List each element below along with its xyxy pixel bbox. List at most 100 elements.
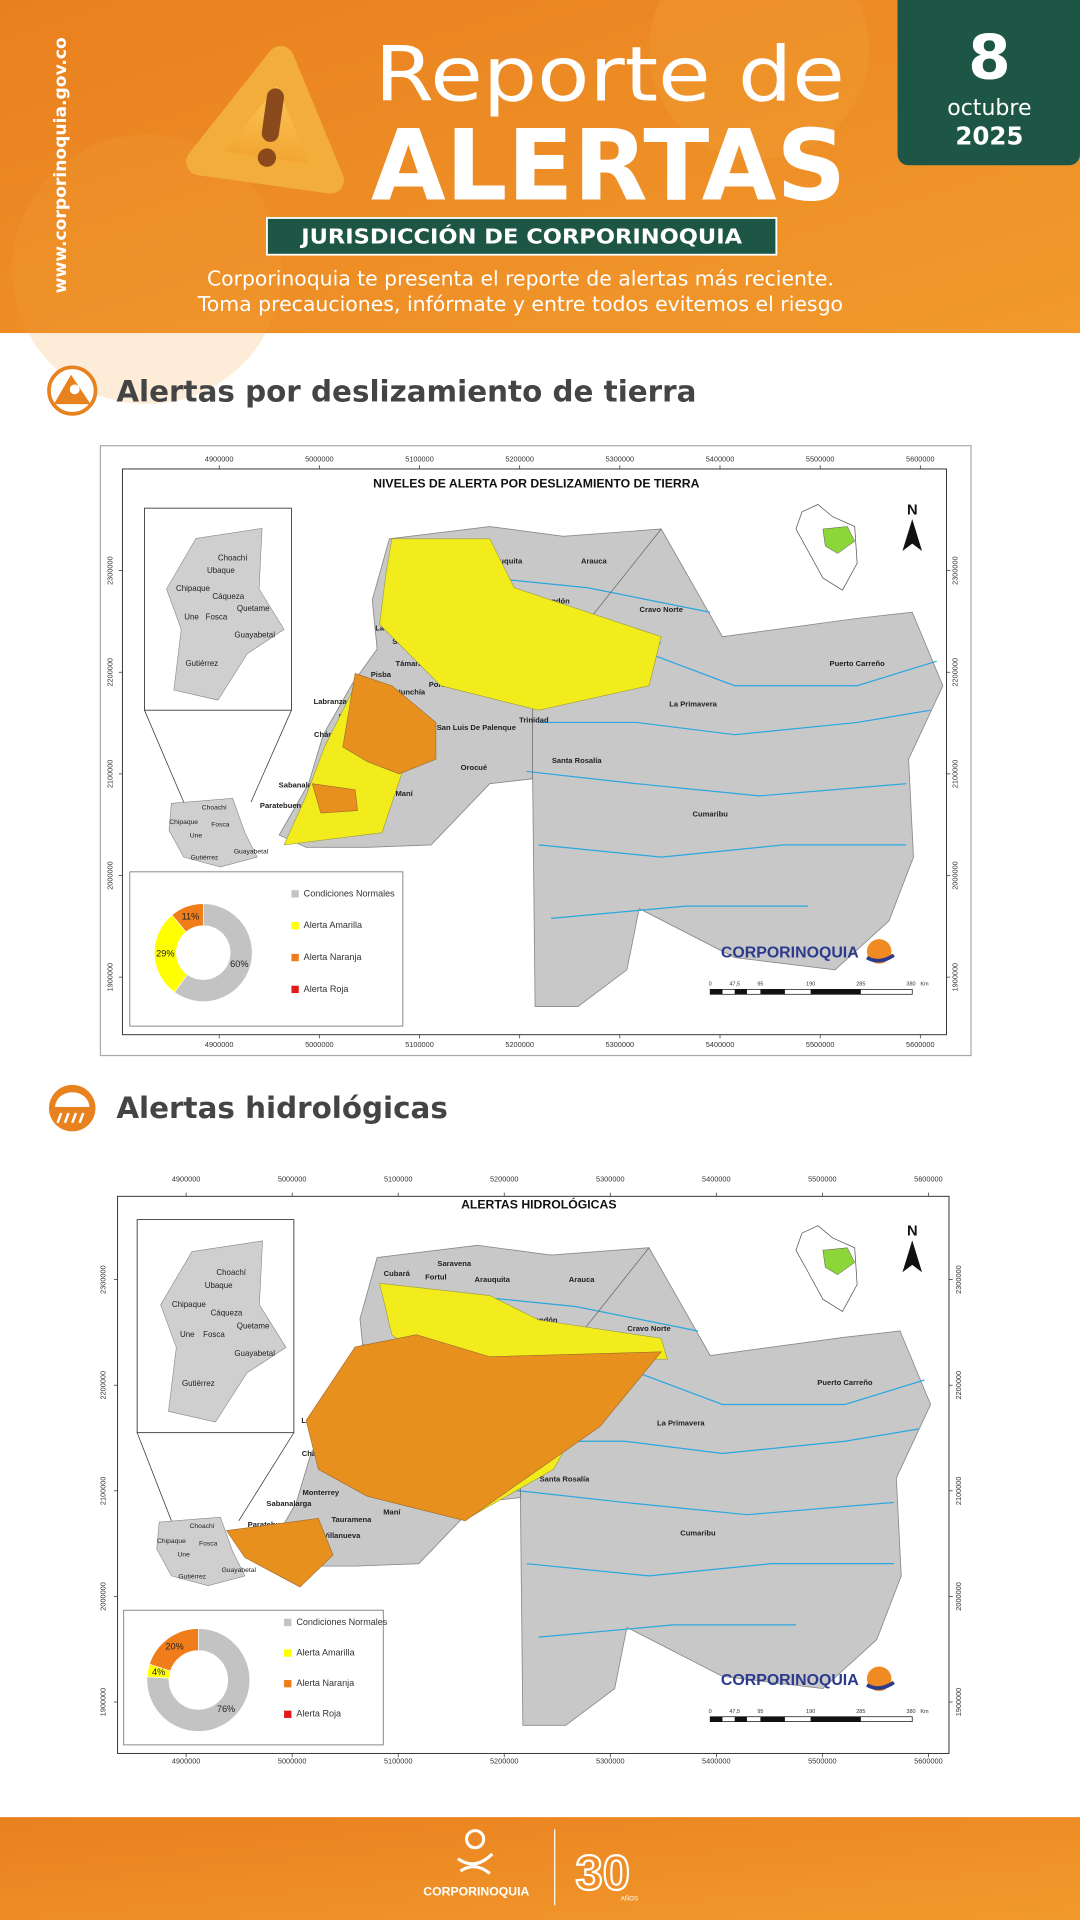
river bbox=[526, 770, 907, 797]
place-label: Maní bbox=[383, 1508, 401, 1517]
scale-segment bbox=[734, 1716, 747, 1722]
locator-region bbox=[156, 1516, 246, 1587]
inset-label: Ubaque bbox=[207, 566, 235, 575]
locator-label: Choachí bbox=[190, 1523, 215, 1530]
locator: Choachí Chipaque Fosca Une Gutiérrez Guayabet… bbox=[168, 798, 269, 868]
inset-label: Choachí bbox=[216, 1268, 246, 1277]
place-label: Támara bbox=[395, 659, 423, 668]
place-label: Pore bbox=[429, 680, 446, 689]
date-box bbox=[897, 0, 1080, 166]
donut-label: 76% bbox=[217, 1704, 235, 1714]
north-label: N bbox=[907, 1224, 918, 1240]
donut-segment bbox=[146, 1628, 251, 1732]
donut-segment bbox=[174, 903, 253, 1002]
scale-segment bbox=[710, 989, 723, 995]
inset-label: Fosca bbox=[203, 1330, 225, 1339]
x-tick-label: 5400000 bbox=[706, 455, 735, 464]
donut-segment bbox=[149, 1628, 199, 1672]
intro-line: Toma precauciones, infórmate y entre tod… bbox=[197, 292, 843, 316]
donut-label: 11% bbox=[182, 911, 200, 921]
region-orange-alert bbox=[311, 783, 358, 814]
country-outline bbox=[795, 504, 858, 591]
donut-segment bbox=[171, 903, 204, 933]
locator-label: Gutiérrez bbox=[178, 1573, 206, 1580]
place-label: Monterrey bbox=[302, 1488, 339, 1497]
scale-label: 190 bbox=[806, 982, 815, 988]
footer-background bbox=[0, 1817, 1080, 1920]
scale-label: 95 bbox=[757, 982, 763, 988]
place-label: La Primavera bbox=[657, 1418, 705, 1427]
x-tick-label: 4900000 bbox=[205, 1040, 234, 1049]
x-tick-label: 5500000 bbox=[808, 1756, 837, 1765]
x-tick-label: 5000000 bbox=[305, 455, 334, 464]
y-tick-label: 2300000 bbox=[951, 556, 960, 585]
legend-label: Alerta Naranja bbox=[296, 1678, 355, 1688]
map: SaravenaFortulArauquitaAraucaCubaráTameP… bbox=[99, 445, 972, 1057]
river bbox=[538, 709, 931, 736]
x-tick-label: 5300000 bbox=[606, 1040, 635, 1049]
place-label: Maní bbox=[395, 789, 413, 798]
y-tick-label: 2000000 bbox=[954, 1582, 963, 1611]
y-tick-label: 2200000 bbox=[98, 1371, 107, 1400]
locator-label: Une bbox=[190, 833, 203, 840]
river bbox=[526, 1563, 894, 1577]
legend-swatch bbox=[291, 890, 299, 898]
place-label: Cravo Norte bbox=[640, 605, 683, 614]
north-arrow bbox=[902, 1240, 923, 1273]
legend-swatch bbox=[284, 1680, 292, 1688]
x-tick-label: 5200000 bbox=[505, 455, 534, 464]
inset-label: Chipaque bbox=[176, 584, 211, 593]
map-logo: CORPORINOQUIA bbox=[721, 1672, 859, 1689]
legend-label: Alerta Amarilla bbox=[304, 920, 363, 930]
place-label: Cumaribu bbox=[693, 810, 729, 819]
scale-segment bbox=[810, 1716, 861, 1722]
x-tick-label: 5600000 bbox=[914, 1175, 943, 1184]
inset-connector bbox=[144, 710, 185, 803]
scale-label: 380 bbox=[906, 982, 915, 988]
place-label: Puerto Carreño bbox=[830, 659, 886, 668]
x-tick-label: 5000000 bbox=[278, 1756, 307, 1765]
region-orange-alert bbox=[305, 1334, 662, 1522]
x-tick-label: 5000000 bbox=[278, 1175, 307, 1184]
scale-segment bbox=[760, 1716, 785, 1722]
place-label: Orocué bbox=[461, 763, 488, 772]
y-tick-label: 1900000 bbox=[98, 1688, 107, 1717]
place-label: Saravena bbox=[437, 1259, 471, 1268]
river bbox=[538, 1624, 796, 1638]
legend-swatch bbox=[291, 985, 299, 994]
section-heading: Alertas hidrológicas bbox=[116, 1091, 448, 1125]
legend-label: Alerta Amarilla bbox=[296, 1647, 355, 1657]
y-tick-label: 2000000 bbox=[98, 1582, 107, 1611]
legend-label: Alerta Roja bbox=[296, 1709, 342, 1719]
y-tick-label: 2000000 bbox=[951, 861, 960, 890]
country-highlight bbox=[822, 1247, 856, 1275]
x-tick-label: 5000000 bbox=[305, 1040, 334, 1049]
scale-label: 190 bbox=[806, 1709, 815, 1715]
scale-label: 285 bbox=[856, 1709, 865, 1715]
y-tick-label: 2300000 bbox=[106, 556, 115, 585]
inset-label: Cáqueza bbox=[212, 592, 244, 601]
scale-label: Km bbox=[920, 1709, 929, 1715]
y-tick-label: 2000000 bbox=[106, 861, 115, 890]
y-tick-label: 2200000 bbox=[954, 1371, 963, 1400]
footer-brand: CORPORINOQUIA bbox=[423, 1885, 529, 1899]
scale-segment bbox=[734, 989, 747, 995]
scale-label: 0 bbox=[709, 1709, 712, 1715]
river bbox=[514, 1489, 894, 1516]
place-label: Arauca bbox=[569, 1275, 595, 1284]
inset-label: Une bbox=[180, 1330, 195, 1339]
inset-connector bbox=[250, 710, 292, 803]
inset-connector bbox=[136, 1432, 172, 1521]
y-tick-label: 1900000 bbox=[954, 1688, 963, 1717]
header-decoration bbox=[12, 134, 282, 405]
footer-anniversary: 30 bbox=[576, 1846, 630, 1900]
x-tick-label: 4900000 bbox=[172, 1756, 201, 1765]
website: www.corporinoquia.gov.co bbox=[51, 37, 71, 293]
x-tick-label: 5200000 bbox=[505, 1040, 534, 1049]
x-tick-label: 5500000 bbox=[806, 1040, 835, 1049]
x-tick-label: 5600000 bbox=[914, 1756, 943, 1765]
scale-label: 380 bbox=[906, 1709, 915, 1715]
x-tick-label: 5100000 bbox=[384, 1756, 413, 1765]
